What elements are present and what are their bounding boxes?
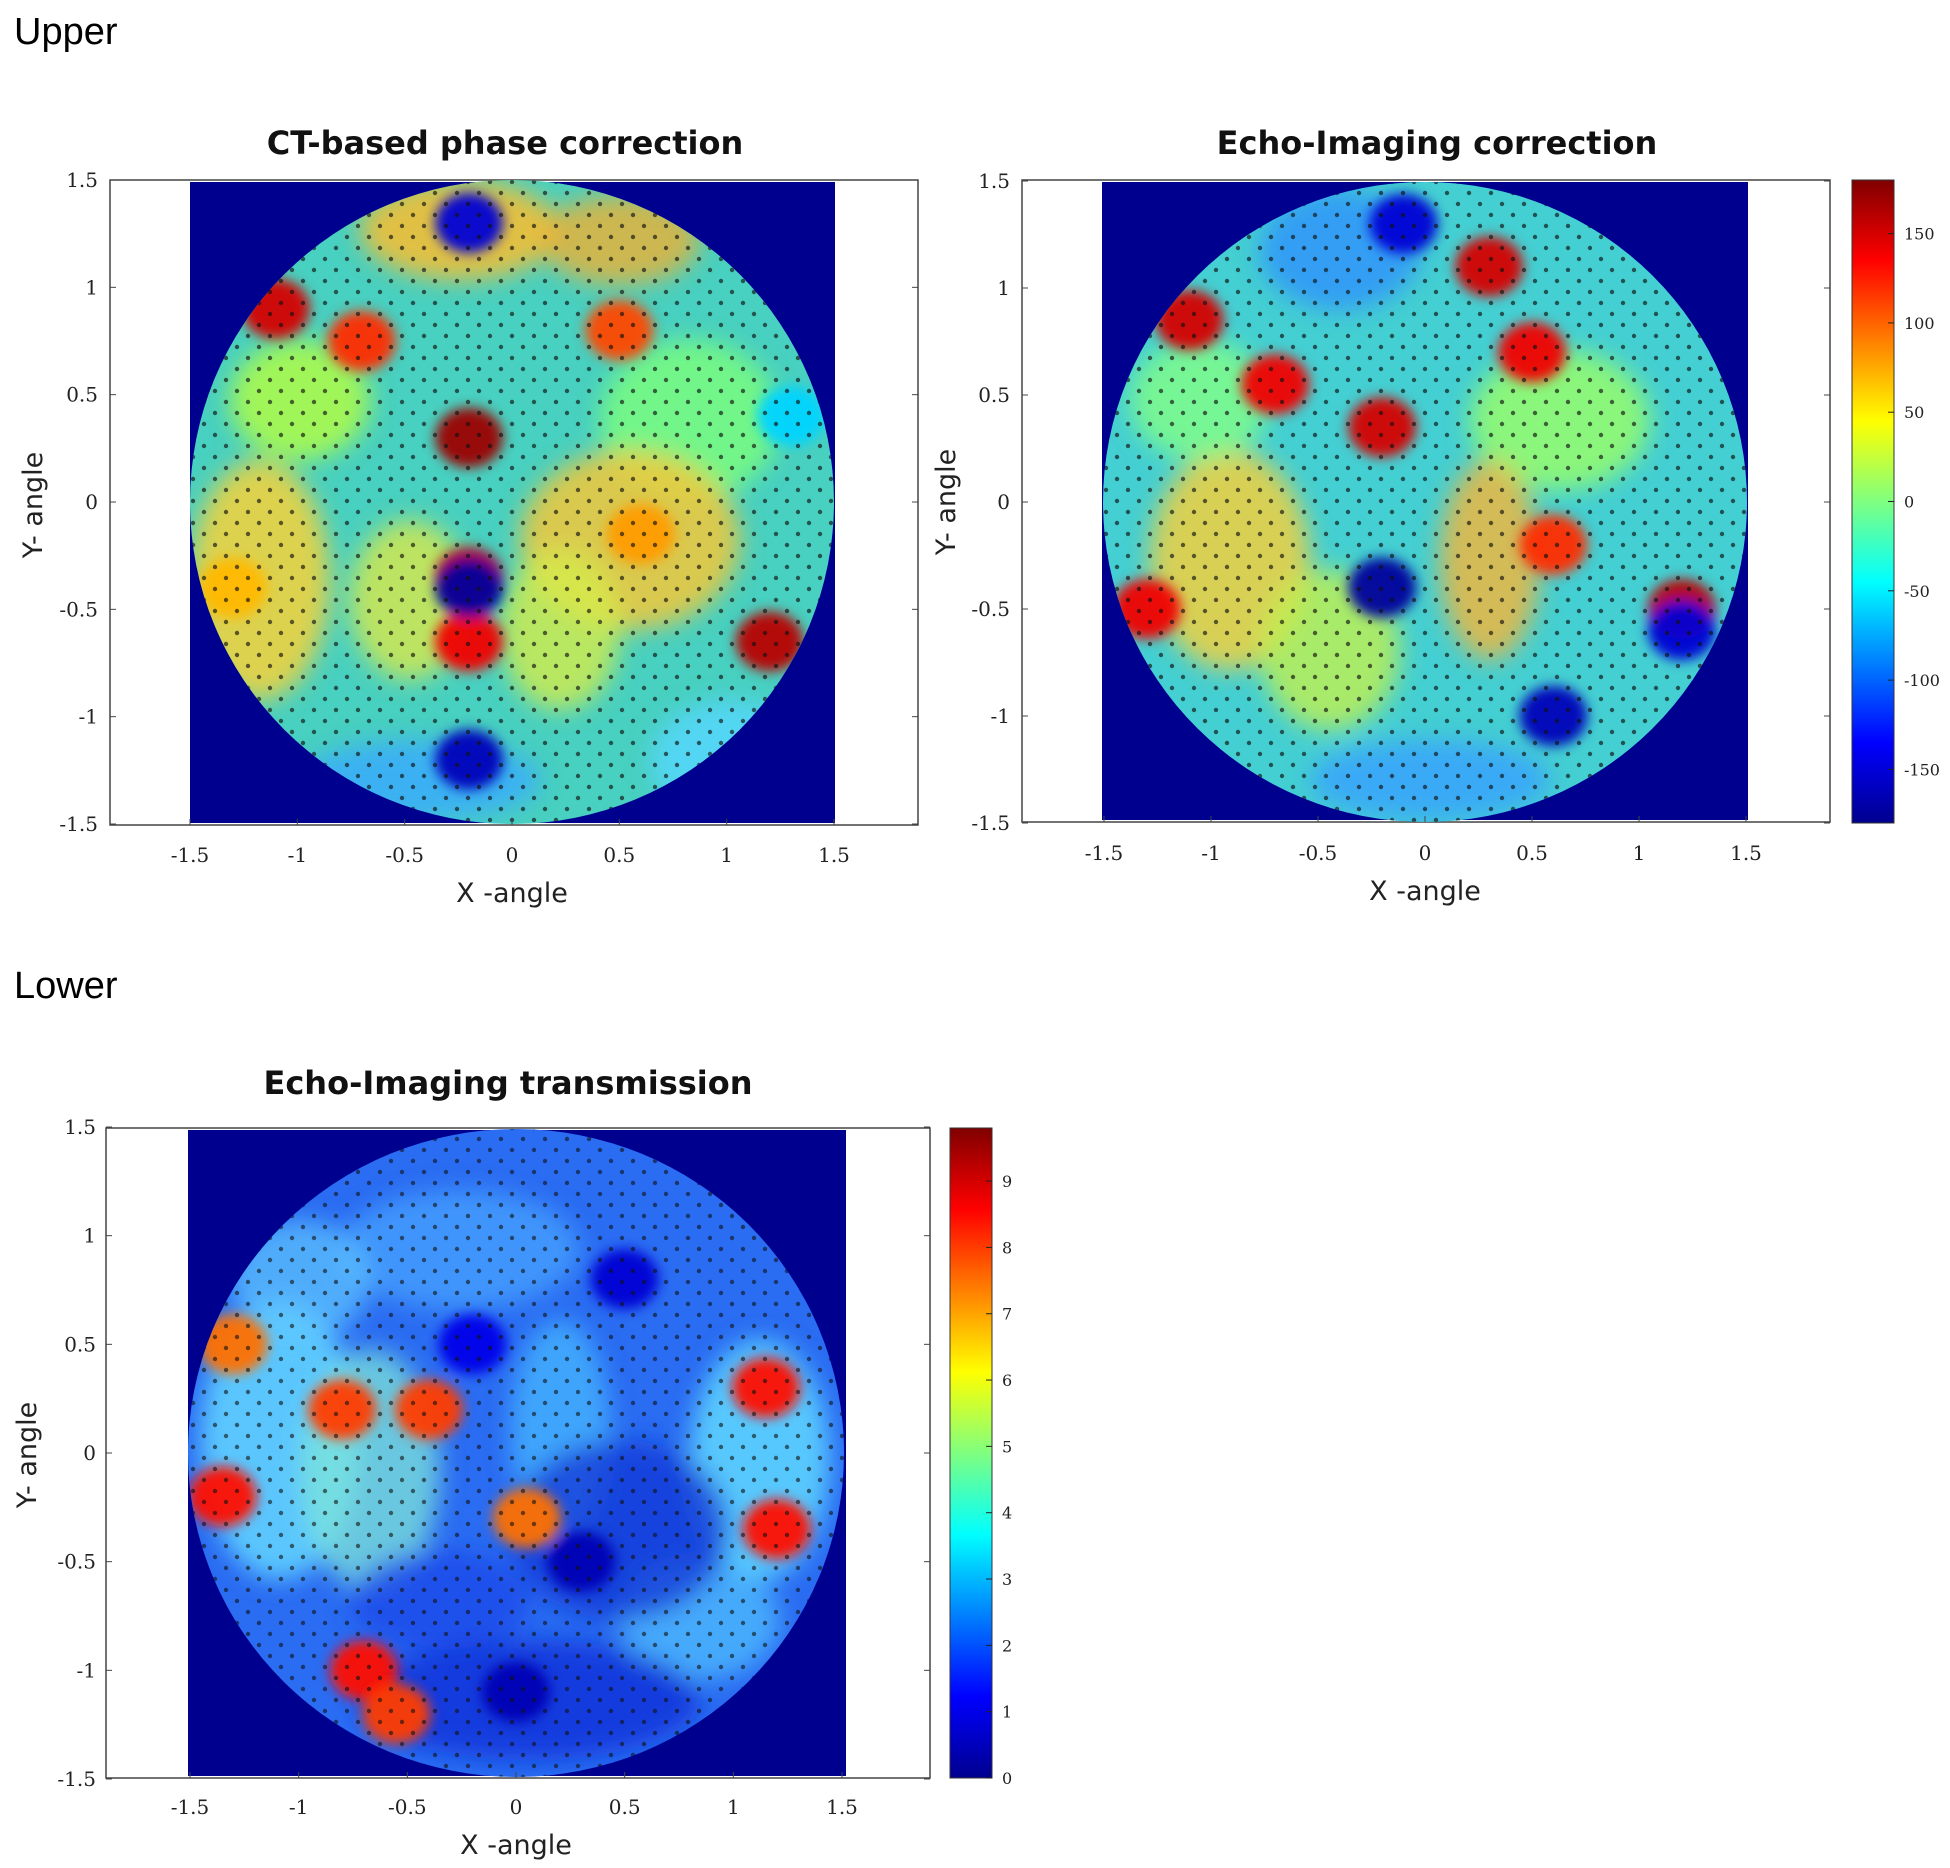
y-tick-label: 0 [85, 490, 98, 514]
chart-echo-imaging-transmission: Echo-Imaging transmission -1.5 -1 -0.5 0 0.5… [12, 1064, 1012, 1861]
x-tick-label: 1.5 [818, 843, 850, 867]
x-tick-label: 1 [1633, 841, 1646, 865]
x-tick-label: -0.5 [1299, 841, 1338, 865]
y-ticks: -1.5 -1 -0.5 0 0.5 1 1.5 [57, 1115, 930, 1791]
x-ticks: -1.5 -1 -0.5 0 0.5 1 1.5 [1085, 816, 1762, 865]
colorbar-tick-label: 4 [1002, 1504, 1012, 1523]
y-tick-label: 0.5 [66, 383, 98, 407]
colorbar: 9 8 7 6 5 4 3 2 1 0 [949, 1127, 1012, 1788]
colorbar-tick-label: 8 [1002, 1238, 1012, 1257]
transducer-dots [1103, 182, 1747, 822]
colorbar-tick-label: 0 [1002, 1769, 1012, 1788]
x-ticks: -1.5 -1 -0.5 0 0.5 1 1.5 [171, 1772, 858, 1819]
x-tick-label: 1.5 [826, 1795, 858, 1819]
x-tick-label: -0.5 [388, 1795, 427, 1819]
y-axis-label: Y- angle [12, 1402, 43, 1510]
section-label-lower: Lower [14, 965, 118, 1007]
y-tick-label: 1 [83, 1224, 96, 1248]
x-tick-label: 0.5 [609, 1795, 641, 1819]
x-tick-label: -0.5 [385, 843, 424, 867]
section-label-upper: Upper [14, 11, 118, 53]
colorbar-gradient [1851, 179, 1895, 824]
y-tick-label: 1.5 [66, 168, 98, 192]
transducer-dots [190, 180, 834, 824]
x-tick-label: -1 [289, 1795, 308, 1819]
x-tick-label: 0 [1419, 841, 1432, 865]
x-ticks: -1.5 -1 -0.5 0 0.5 1 1.5 [171, 819, 850, 867]
transducer-dots [188, 1129, 844, 1777]
colorbar-tick-label: -100 [1904, 671, 1940, 690]
colorbar-tick-label: 1 [1002, 1703, 1012, 1722]
y-tick-label: 1.5 [64, 1115, 96, 1139]
y-tick-label: -1 [991, 704, 1010, 728]
y-tick-label: -0.5 [59, 597, 98, 621]
x-tick-label: 0 [510, 1795, 523, 1819]
colorbar-tick-label: -50 [1904, 582, 1930, 601]
colorbar-gradient [949, 1127, 993, 1779]
colorbar: 150 100 50 0 -50 -100 -150 [1851, 179, 1940, 824]
x-tick-label: 0 [506, 843, 519, 867]
y-tick-label: -1.5 [57, 1767, 96, 1791]
y-axis-label: Y- angle [18, 452, 49, 560]
y-tick-label: -1.5 [59, 812, 98, 836]
colorbar-tick-label: 3 [1002, 1570, 1012, 1589]
y-tick-label: 0 [83, 1441, 96, 1465]
chart-title: Echo-Imaging correction [1217, 124, 1658, 162]
chart-title: Echo-Imaging transmission [263, 1064, 752, 1102]
colorbar-tick-label: 7 [1002, 1305, 1012, 1324]
colorbar-tick-label: 50 [1904, 403, 1924, 422]
x-tick-label: -1 [1201, 841, 1220, 865]
y-ticks: -1.5 -1 -0.5 0 0.5 1 1.5 [59, 168, 918, 836]
colorbar-tick-label: 100 [1904, 314, 1935, 333]
x-tick-label: -1.5 [1085, 841, 1124, 865]
x-tick-label: -1.5 [171, 843, 210, 867]
y-tick-label: -1 [77, 1658, 96, 1682]
y-ticks: -1.5 -1 -0.5 0 0.5 1 1.5 [971, 169, 1830, 835]
y-tick-label: 1 [85, 275, 98, 299]
colorbar-tick-label: 5 [1002, 1437, 1012, 1456]
x-tick-label: -1 [288, 843, 307, 867]
x-tick-label: 1.5 [1730, 841, 1762, 865]
chart-title: CT-based phase correction [267, 124, 744, 162]
x-tick-label: 1 [720, 843, 733, 867]
x-tick-label: 1 [727, 1795, 740, 1819]
colorbar-tick-label: -150 [1904, 760, 1940, 779]
y-tick-label: 0.5 [978, 383, 1010, 407]
x-axis-label: X -angle [1369, 876, 1481, 907]
y-tick-label: -1.5 [971, 811, 1010, 835]
colorbar-ticks: 9 8 7 6 5 4 3 2 1 0 [986, 1172, 1012, 1788]
x-tick-label: -1.5 [171, 1795, 210, 1819]
y-tick-label: -0.5 [971, 597, 1010, 621]
chart-ct-phase-correction: CT-based phase correction -1.5 -1 -0.5 0 0.5… [18, 124, 919, 909]
y-tick-label: 1.5 [978, 169, 1010, 193]
colorbar-ticks: 150 100 50 0 -50 -100 -150 [1888, 225, 1940, 779]
y-tick-label: 0.5 [64, 1332, 96, 1356]
colorbar-tick-label: 0 [1904, 493, 1914, 512]
y-axis-label: Y- angle [931, 449, 962, 557]
x-tick-label: 0.5 [1516, 841, 1548, 865]
colorbar-tick-label: 2 [1002, 1636, 1012, 1655]
x-axis-label: X -angle [456, 878, 568, 909]
colorbar-tick-label: 6 [1002, 1371, 1012, 1390]
x-axis-label: X -angle [460, 1830, 572, 1861]
y-tick-label: -1 [79, 705, 98, 729]
chart-echo-imaging-correction: Echo-Imaging correction -1.5 -1 -0.5 0 0.5 1 1… [931, 124, 1940, 907]
colorbar-tick-label: 9 [1002, 1172, 1012, 1191]
x-tick-label: 0.5 [603, 843, 635, 867]
y-tick-label: 0 [997, 490, 1010, 514]
y-tick-label: -0.5 [57, 1550, 96, 1574]
y-tick-label: 1 [997, 276, 1010, 300]
colorbar-tick-label: 150 [1904, 225, 1935, 244]
